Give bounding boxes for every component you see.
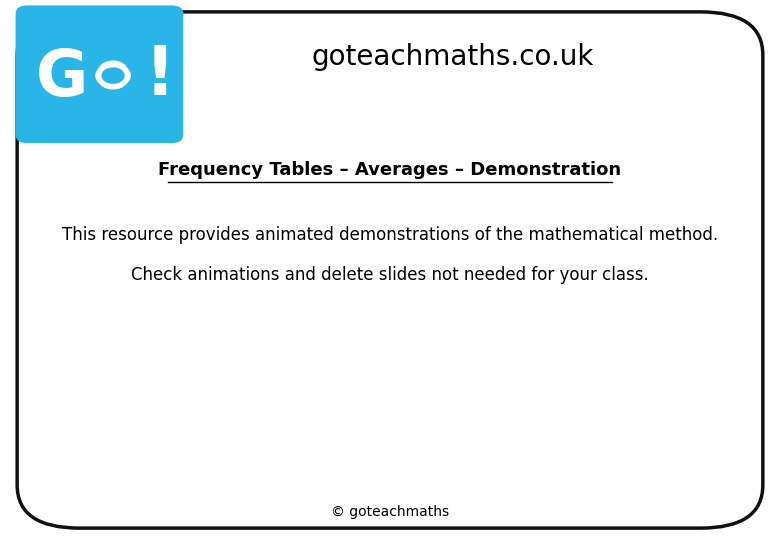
Text: Check animations and delete slides not needed for your class.: Check animations and delete slides not n… (131, 266, 649, 285)
Text: !: ! (144, 43, 176, 109)
Circle shape (96, 64, 130, 87)
Text: This resource provides animated demonstrations of the mathematical method.: This resource provides animated demonstr… (62, 226, 718, 244)
FancyBboxPatch shape (16, 5, 183, 143)
Text: G: G (36, 48, 89, 109)
Circle shape (102, 68, 124, 83)
Text: o: o (95, 51, 131, 100)
FancyBboxPatch shape (17, 12, 763, 528)
Text: goteachmaths.co.uk: goteachmaths.co.uk (311, 43, 594, 71)
Text: Frequency Tables – Averages – Demonstration: Frequency Tables – Averages – Demonstrat… (158, 161, 622, 179)
Text: © goteachmaths: © goteachmaths (331, 505, 449, 519)
